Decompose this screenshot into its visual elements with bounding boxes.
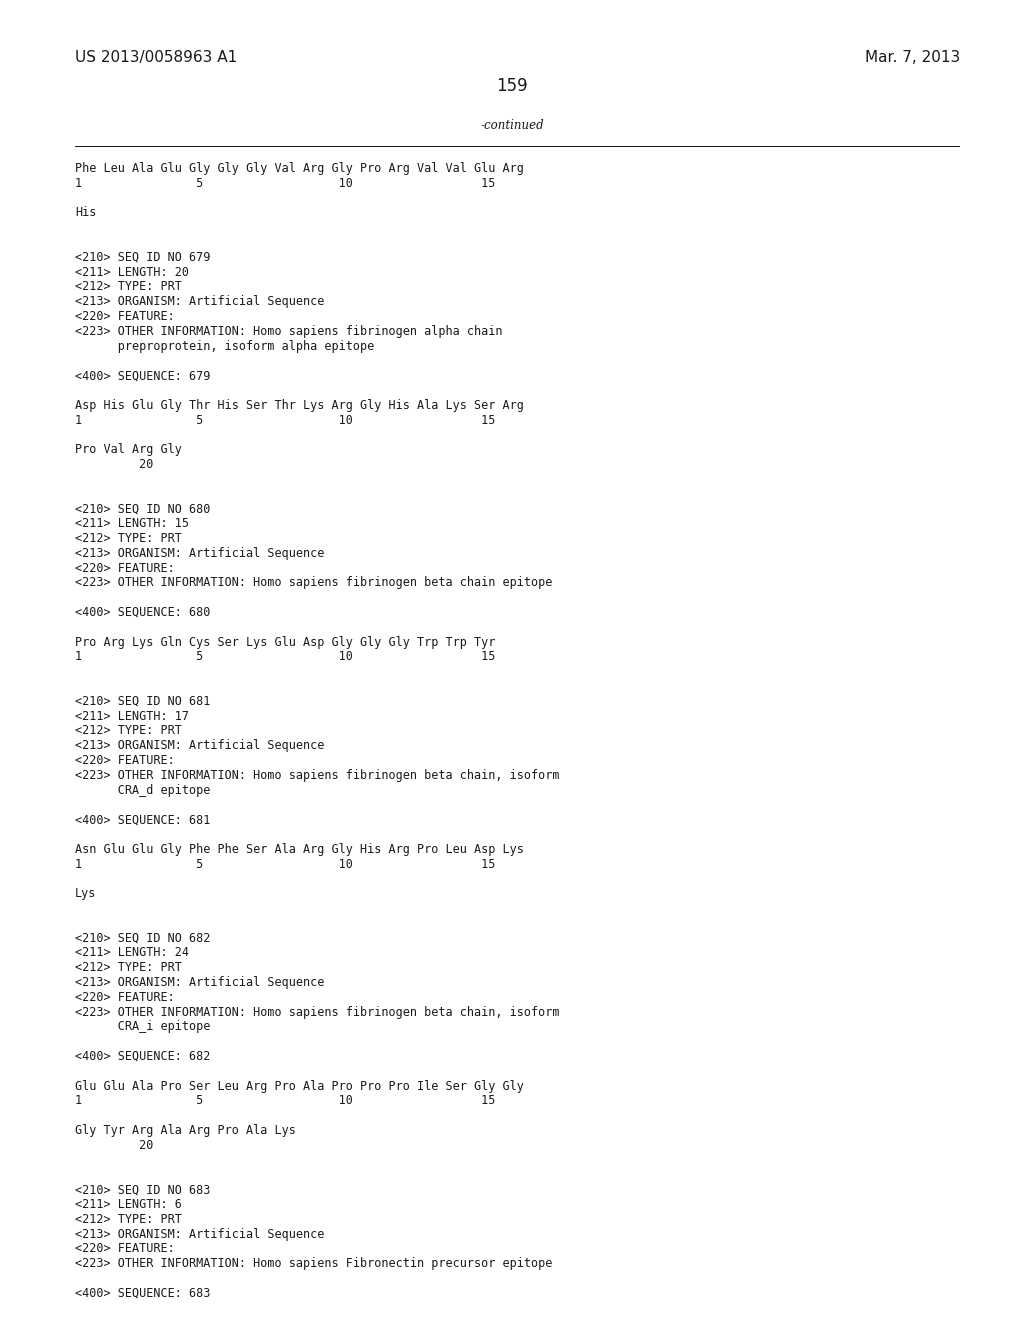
Text: <220> FEATURE:: <220> FEATURE: [75,991,175,1003]
Text: <213> ORGANISM: Artificial Sequence: <213> ORGANISM: Artificial Sequence [75,975,325,989]
Text: <210> SEQ ID NO 683: <210> SEQ ID NO 683 [75,1183,210,1196]
Text: Lys: Lys [75,887,96,900]
Text: <212> TYPE: PRT: <212> TYPE: PRT [75,725,182,738]
Text: Asn Glu Glu Gly Phe Phe Ser Ala Arg Gly His Arg Pro Leu Asp Lys: Asn Glu Glu Gly Phe Phe Ser Ala Arg Gly … [75,842,524,855]
Text: 20: 20 [75,458,154,471]
Text: <220> FEATURE:: <220> FEATURE: [75,1242,175,1255]
Text: <211> LENGTH: 15: <211> LENGTH: 15 [75,517,189,531]
Text: Glu Glu Ala Pro Ser Leu Arg Pro Ala Pro Pro Pro Ile Ser Gly Gly: Glu Glu Ala Pro Ser Leu Arg Pro Ala Pro … [75,1080,524,1093]
Text: <211> LENGTH: 6: <211> LENGTH: 6 [75,1199,182,1210]
Text: Gly Tyr Arg Ala Arg Pro Ala Lys: Gly Tyr Arg Ala Arg Pro Ala Lys [75,1125,296,1137]
Text: <210> SEQ ID NO 682: <210> SEQ ID NO 682 [75,932,210,945]
Text: Pro Val Arg Gly: Pro Val Arg Gly [75,444,182,457]
Text: <220> FEATURE:: <220> FEATURE: [75,561,175,574]
Text: <210> SEQ ID NO 681: <210> SEQ ID NO 681 [75,694,210,708]
Text: <400> SEQUENCE: 681: <400> SEQUENCE: 681 [75,813,210,826]
Text: <400> SEQUENCE: 682: <400> SEQUENCE: 682 [75,1049,210,1063]
Text: preproprotein, isoform alpha epitope: preproprotein, isoform alpha epitope [75,339,374,352]
Text: Phe Leu Ala Glu Gly Gly Gly Val Arg Gly Pro Arg Val Val Glu Arg: Phe Leu Ala Glu Gly Gly Gly Val Arg Gly … [75,162,524,176]
Text: <220> FEATURE:: <220> FEATURE: [75,310,175,323]
Text: <223> OTHER INFORMATION: Homo sapiens fibrinogen beta chain, isoform: <223> OTHER INFORMATION: Homo sapiens fi… [75,768,559,781]
Text: Pro Arg Lys Gln Cys Ser Lys Glu Asp Gly Gly Gly Trp Trp Tyr: Pro Arg Lys Gln Cys Ser Lys Glu Asp Gly … [75,636,496,648]
Text: US 2013/0058963 A1: US 2013/0058963 A1 [75,50,238,65]
Text: 1                5                   10                  15: 1 5 10 15 [75,177,496,190]
Text: <213> ORGANISM: Artificial Sequence: <213> ORGANISM: Artificial Sequence [75,546,325,560]
Text: Asp His Glu Gly Thr His Ser Thr Lys Arg Gly His Ala Lys Ser Arg: Asp His Glu Gly Thr His Ser Thr Lys Arg … [75,399,524,412]
Text: <400> SEQUENCE: 679: <400> SEQUENCE: 679 [75,370,210,383]
Text: <223> OTHER INFORMATION: Homo sapiens fibrinogen beta chain epitope: <223> OTHER INFORMATION: Homo sapiens fi… [75,577,552,590]
Text: <212> TYPE: PRT: <212> TYPE: PRT [75,961,182,974]
Text: <223> OTHER INFORMATION: Homo sapiens fibrinogen beta chain, isoform: <223> OTHER INFORMATION: Homo sapiens fi… [75,1006,559,1019]
Text: <223> OTHER INFORMATION: Homo sapiens Fibronectin precursor epitope: <223> OTHER INFORMATION: Homo sapiens Fi… [75,1257,552,1270]
Text: <212> TYPE: PRT: <212> TYPE: PRT [75,1213,182,1226]
Text: Mar. 7, 2013: Mar. 7, 2013 [864,50,961,65]
Text: His: His [75,206,96,219]
Text: <211> LENGTH: 24: <211> LENGTH: 24 [75,946,189,960]
Text: 1                5                   10                  15: 1 5 10 15 [75,858,496,871]
Text: <211> LENGTH: 17: <211> LENGTH: 17 [75,710,189,722]
Text: 1                5                   10                  15: 1 5 10 15 [75,413,496,426]
Text: <223> OTHER INFORMATION: Homo sapiens fibrinogen alpha chain: <223> OTHER INFORMATION: Homo sapiens fi… [75,325,503,338]
Text: <210> SEQ ID NO 680: <210> SEQ ID NO 680 [75,503,210,515]
Text: <211> LENGTH: 20: <211> LENGTH: 20 [75,265,189,279]
Text: 1                5                   10                  15: 1 5 10 15 [75,651,496,664]
Text: 159: 159 [497,77,527,95]
Text: <400> SEQUENCE: 680: <400> SEQUENCE: 680 [75,606,210,619]
Text: -continued: -continued [480,119,544,132]
Text: <210> SEQ ID NO 679: <210> SEQ ID NO 679 [75,251,210,264]
Text: CRA_i epitope: CRA_i epitope [75,1020,210,1034]
Text: <212> TYPE: PRT: <212> TYPE: PRT [75,280,182,293]
Text: <213> ORGANISM: Artificial Sequence: <213> ORGANISM: Artificial Sequence [75,296,325,308]
Text: <400> SEQUENCE: 683: <400> SEQUENCE: 683 [75,1287,210,1300]
Text: 20: 20 [75,1139,154,1152]
Text: 1                5                   10                  15: 1 5 10 15 [75,1094,496,1107]
Text: <213> ORGANISM: Artificial Sequence: <213> ORGANISM: Artificial Sequence [75,739,325,752]
Text: <220> FEATURE:: <220> FEATURE: [75,754,175,767]
Text: <213> ORGANISM: Artificial Sequence: <213> ORGANISM: Artificial Sequence [75,1228,325,1241]
Text: <212> TYPE: PRT: <212> TYPE: PRT [75,532,182,545]
Text: CRA_d epitope: CRA_d epitope [75,784,210,796]
